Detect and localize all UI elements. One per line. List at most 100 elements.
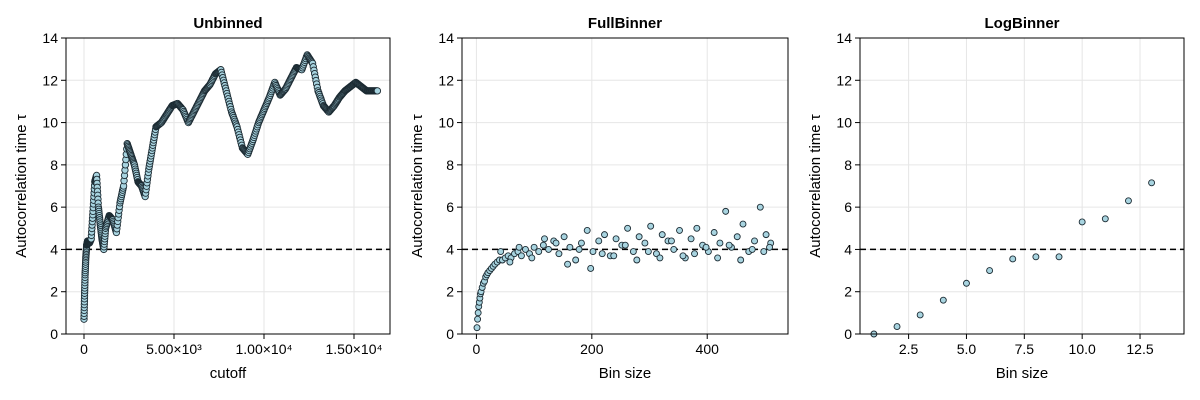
data-point (710, 229, 718, 236)
y-axis-label: Autocorrelation time τ (13, 114, 30, 258)
y-tick-label: 12 (836, 72, 852, 88)
data-point (762, 231, 770, 239)
data-point (751, 237, 758, 245)
data-point (716, 239, 724, 247)
data-point (560, 233, 568, 241)
data-point (530, 243, 538, 251)
y-tick-label: 12 (42, 72, 58, 88)
data-point (545, 245, 552, 253)
y-tick-label: 12 (438, 72, 454, 88)
y-tick-label: 10 (42, 115, 58, 131)
data-point (612, 235, 620, 243)
data-point (658, 231, 666, 239)
data-point (1032, 253, 1040, 261)
x-tick-label: 1.50×10⁴ (325, 341, 382, 357)
ticks: 0 200 400 0 2 4 6 8 10 12 14 (438, 30, 719, 357)
y-tick-label: 6 (50, 199, 58, 215)
x-tick-label: 12.5 (1126, 341, 1153, 357)
y-tick-label: 8 (50, 157, 58, 173)
data-point (1055, 253, 1063, 261)
data-point (986, 267, 994, 275)
data-point (644, 248, 652, 255)
data-point (515, 243, 523, 251)
y-tick-label: 6 (844, 199, 852, 215)
data-point (624, 224, 632, 232)
y-tick-label: 4 (50, 241, 58, 257)
data-point (564, 260, 572, 268)
data-point (679, 252, 687, 260)
data-point (474, 315, 482, 323)
data-point (668, 237, 675, 245)
y-tick-label: 10 (438, 115, 454, 131)
data-point (756, 203, 764, 211)
data-point (687, 235, 695, 243)
data-point (739, 220, 747, 228)
y-tick-label: 8 (844, 157, 852, 173)
data-point (572, 256, 580, 264)
data-point (633, 256, 641, 264)
y-tick-label: 2 (844, 284, 852, 300)
x-tick-label: 0 (80, 341, 88, 357)
data-points (870, 179, 1156, 338)
y-axis-label: Autocorrelation time τ (409, 114, 426, 258)
data-point (575, 245, 583, 253)
data-point (601, 231, 608, 239)
panel-logbinner: 2.5 5.0 7.5 10.0 12.5 0 2 4 6 8 10 12 14 LogBinner B… (807, 15, 1185, 382)
data-point (610, 252, 618, 260)
y-axis-label: Autocorrelation time τ (807, 114, 824, 258)
data-point (760, 248, 768, 255)
data-point (587, 265, 595, 272)
data-point (1009, 255, 1017, 263)
data-point (733, 233, 741, 241)
y-tick-label: 0 (50, 326, 58, 342)
data-point (1125, 197, 1132, 205)
x-tick-label: 5.00×10³ (146, 341, 202, 357)
y-tick-label: 4 (446, 241, 454, 257)
x-axis-label: Bin size (599, 365, 652, 382)
data-points (80, 51, 382, 323)
data-point (595, 237, 603, 245)
data-point (528, 254, 536, 262)
data-point (670, 245, 678, 253)
data-point (373, 87, 382, 95)
panel-fullbinner: 0 200 400 0 2 4 6 8 10 12 14 FullBinner Bin size A… (409, 15, 789, 382)
data-point (473, 324, 481, 332)
data-point (893, 323, 901, 331)
y-tick-label: 14 (42, 30, 58, 46)
y-tick-label: 0 (844, 326, 852, 342)
y-tick-label: 0 (446, 326, 454, 342)
data-point (656, 254, 664, 262)
data-point (635, 233, 643, 241)
x-axis-label: cutoff (210, 365, 247, 382)
data-point (517, 252, 525, 260)
x-tick-label: 200 (580, 341, 604, 357)
x-tick-label: 10.0 (1069, 341, 1096, 357)
chart-title: LogBinner (985, 15, 1060, 32)
data-point (1148, 179, 1156, 187)
y-tick-label: 10 (836, 115, 852, 131)
data-point (748, 245, 756, 253)
data-point (552, 239, 560, 247)
ticks: 0 5.00×10³ 1.00×10⁴ 1.50×10⁴ 0 2 4 6 8 10 12 14 (42, 30, 382, 357)
x-tick-label: 5.0 (957, 341, 977, 357)
x-tick-label: 400 (696, 341, 720, 357)
data-point (939, 296, 947, 304)
data-point (589, 248, 597, 255)
x-axis-label: Bin size (996, 365, 1049, 382)
data-point (766, 243, 773, 251)
data-point (702, 243, 710, 251)
y-tick-label: 4 (844, 241, 852, 257)
x-tick-label: 2.5 (899, 341, 919, 357)
x-tick-label: 0 (473, 341, 481, 357)
data-point (522, 245, 529, 253)
y-tick-label: 8 (446, 157, 454, 173)
x-tick-label: 7.5 (1015, 341, 1035, 357)
data-point (539, 241, 547, 249)
data-point (598, 250, 606, 258)
y-tick-label: 14 (836, 30, 852, 46)
data-point (555, 250, 563, 258)
plot-frame (65, 37, 391, 335)
data-point (725, 241, 733, 249)
